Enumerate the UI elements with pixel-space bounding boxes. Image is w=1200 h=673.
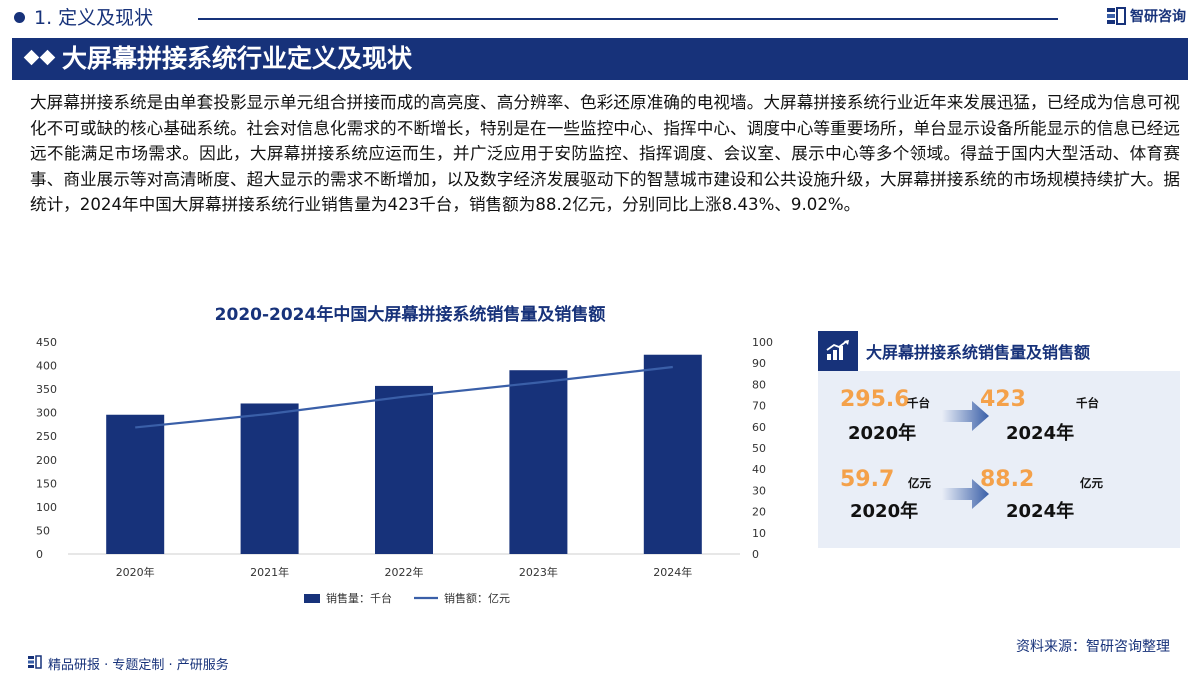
revenue-2024-unit: 亿元 — [1080, 476, 1103, 490]
intro-paragraph: 大屏幕拼接系统是由单套投影显示单元组合拼接而成的高亮度、高分辨率、色彩还原准确的… — [30, 93, 1180, 215]
bar-volume — [643, 354, 702, 554]
y-right-tick-label: 40 — [752, 463, 766, 476]
header-divider — [198, 18, 1058, 20]
title-banner: 大屏幕拼接系统行业定义及现状 — [12, 38, 1188, 80]
arrow-right-icon — [942, 401, 989, 431]
revenue-2024-year: 2024年 — [1006, 501, 1075, 522]
bar-volume — [106, 414, 165, 554]
section-bullet — [14, 12, 25, 23]
diamond-icon — [39, 49, 56, 66]
volume-2024-year: 2024年 — [1006, 423, 1075, 444]
y-left-tick-label: 450 — [36, 336, 57, 349]
y-right-tick-label: 30 — [752, 484, 766, 497]
diamond-icon — [23, 49, 40, 66]
legend-swatch-volume — [304, 594, 320, 603]
x-tick-label: 2024年 — [653, 565, 692, 579]
y-right-tick-label: 80 — [752, 378, 766, 391]
chart-title: 2020-2024年中国大屏幕拼接系统销售量及销售额 — [214, 305, 606, 325]
y-right-tick-label: 10 — [752, 527, 766, 540]
volume-2024-unit: 千台 — [1076, 396, 1099, 410]
revenue-2020-unit: 亿元 — [908, 476, 931, 490]
card-title: 大屏幕拼接系统销售量及销售额 — [866, 343, 1091, 362]
bar-volume — [509, 370, 568, 554]
y-left-tick-label: 100 — [36, 501, 57, 514]
volume-2020-unit: 千台 — [907, 396, 930, 410]
y-right-tick-label: 70 — [752, 400, 766, 413]
data-source: 资料来源：智研咨询整理 — [1016, 639, 1170, 655]
section-title: 1. 定义及现状 — [34, 7, 154, 29]
summary-card: 大屏幕拼接系统销售量及销售额 295.6 千台 2020年 423 千台 202… — [818, 331, 1180, 548]
volume-2024-value: 423 — [980, 387, 1026, 412]
y-right-tick-label: 0 — [752, 548, 759, 561]
revenue-2020-value: 59.7 — [840, 467, 895, 492]
y-left-tick-label: 350 — [36, 383, 57, 396]
y-left-tick-label: 200 — [36, 454, 57, 467]
brand-logo-icon — [1107, 7, 1126, 25]
card-body: 295.6 千台 2020年 423 千台 2024年 59.7 亿元 2020… — [818, 371, 1180, 548]
y-left-tick-label: 400 — [36, 360, 57, 373]
banner-title: 大屏幕拼接系统行业定义及现状 — [62, 44, 413, 73]
legend-label-revenue: 销售额：亿元 — [444, 591, 510, 605]
bar-volume — [375, 385, 433, 554]
bar-volume — [240, 403, 299, 554]
y-left-tick-label: 150 — [36, 477, 57, 490]
revenue-2020-year: 2020年 — [850, 501, 919, 522]
brand-name: 智研咨询 — [1130, 9, 1186, 25]
y-left-tick-label: 50 — [36, 524, 50, 537]
y-left-tick-label: 250 — [36, 430, 57, 443]
legend-label-volume: 销售量：千台 — [326, 591, 392, 605]
x-tick-label: 2023年 — [519, 565, 558, 579]
chart-growth-icon — [818, 331, 858, 371]
y-left-tick-label: 300 — [36, 407, 57, 420]
y-right-tick-label: 90 — [752, 357, 766, 370]
x-tick-label: 2021年 — [250, 565, 289, 579]
brand: 智研咨询 — [1106, 6, 1186, 26]
footer: 精品研报 · 专题定制 · 产研服务 — [0, 652, 1200, 673]
x-tick-label: 2020年 — [116, 565, 155, 579]
revenue-2024-value: 88.2 — [980, 467, 1035, 492]
volume-2020-year: 2020年 — [848, 423, 917, 444]
y-right-tick-label: 60 — [752, 421, 766, 434]
x-tick-label: 2022年 — [385, 565, 424, 579]
y-left-tick-label: 0 — [36, 548, 43, 561]
y-right-tick-label: 50 — [752, 442, 766, 455]
y-right-tick-label: 100 — [752, 336, 773, 349]
y-right-tick-label: 20 — [752, 506, 766, 519]
top-header: 1. 定义及现状 智研咨询 — [0, 0, 1200, 36]
volume-2020-value: 295.6 — [840, 387, 910, 412]
card-header: 大屏幕拼接系统销售量及销售额 — [818, 331, 1180, 371]
footer-tagline: 精品研报 · 专题定制 · 产研服务 — [48, 658, 229, 673]
footer-logo-icon — [28, 655, 42, 669]
combo-chart: 0 50 100 150 200 250 300 350 400 450 0 10 20 30 40 50 60… — [36, 336, 773, 605]
arrow-right-icon — [942, 479, 989, 509]
